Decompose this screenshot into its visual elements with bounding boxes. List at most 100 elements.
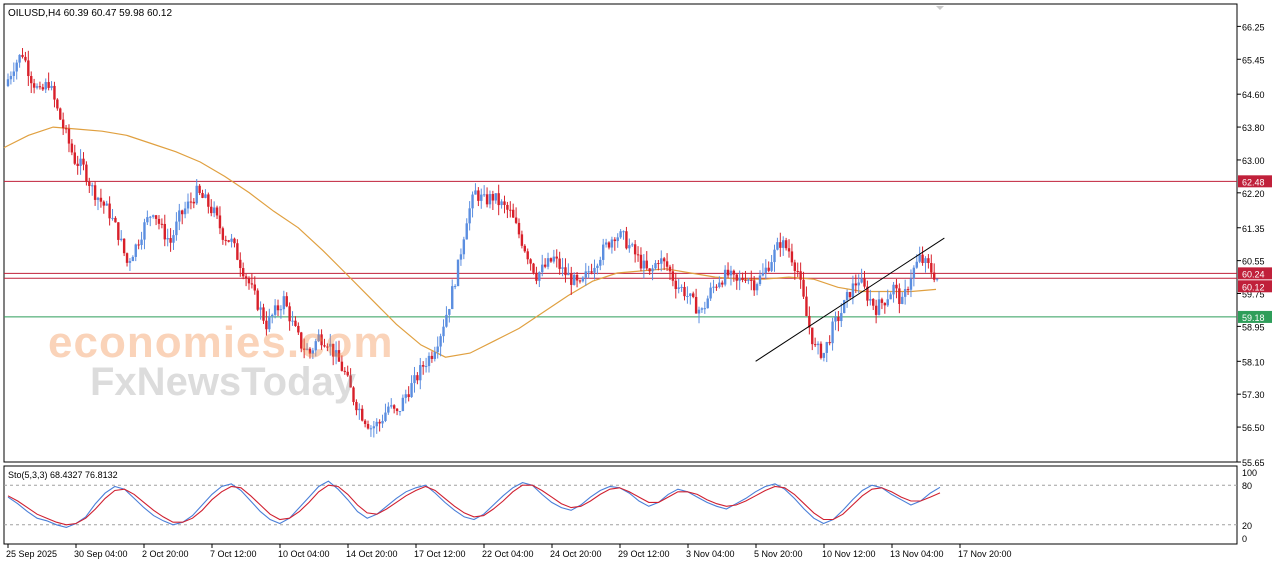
candle-body xyxy=(732,270,736,275)
time-tick-label: 17 Nov 20:00 xyxy=(958,549,1012,559)
chart-shift-icon[interactable] xyxy=(936,6,944,10)
candle-body xyxy=(581,277,585,282)
stochastic-signal-line xyxy=(7,484,941,526)
candle-body xyxy=(593,267,596,273)
candle-body xyxy=(421,365,425,367)
candle-body xyxy=(819,343,823,358)
candle-body xyxy=(244,276,248,279)
candle-body xyxy=(73,152,76,164)
candle-body xyxy=(854,283,858,286)
candle-body xyxy=(866,286,869,301)
candle-body xyxy=(465,223,468,240)
candle-body xyxy=(378,421,381,424)
candle-body xyxy=(718,282,721,288)
stochastic-panel: 100 80 20 0 xyxy=(4,468,1257,544)
candle-body xyxy=(529,259,532,264)
candle-body xyxy=(53,85,56,100)
candle-body xyxy=(674,280,677,289)
candle-body xyxy=(697,309,701,314)
candle-body xyxy=(599,259,602,266)
candle-body xyxy=(729,270,733,276)
candle-body xyxy=(543,264,547,267)
candle-body xyxy=(207,194,210,207)
candle-body xyxy=(584,271,587,278)
candle-body xyxy=(314,341,317,351)
candle-body xyxy=(253,284,256,291)
candle-body xyxy=(282,296,286,310)
candle-body xyxy=(921,254,924,263)
candle-body xyxy=(625,231,628,249)
candle-body xyxy=(596,265,599,268)
candle-body xyxy=(526,251,529,260)
candle-body xyxy=(686,295,689,297)
candle-body xyxy=(886,299,889,306)
candle-body xyxy=(111,217,114,219)
candle-body xyxy=(825,342,828,353)
candle-body xyxy=(578,280,582,282)
time-tick-label: 3 Nov 04:00 xyxy=(686,549,735,559)
candle-body xyxy=(230,238,233,242)
candle-body xyxy=(642,260,646,269)
candle-body xyxy=(120,238,123,240)
candle-body xyxy=(912,267,916,279)
candles-layer xyxy=(6,48,939,438)
candle-body xyxy=(276,305,280,311)
candle-body xyxy=(474,190,477,195)
candle-body xyxy=(140,239,143,246)
candle-body xyxy=(401,397,405,411)
candle-body xyxy=(146,217,149,223)
candle-body xyxy=(340,361,344,371)
candle-body xyxy=(102,201,106,206)
candle-body xyxy=(895,284,898,289)
candle-body xyxy=(279,309,283,311)
candle-body xyxy=(604,242,608,245)
moving-average-layer xyxy=(3,126,937,358)
candle-body xyxy=(416,375,419,381)
price-tick-label: 56.50 xyxy=(1242,423,1265,433)
candle-body xyxy=(721,282,724,285)
candle-body xyxy=(706,298,709,309)
candle-body xyxy=(485,194,489,205)
candle-body xyxy=(265,320,268,330)
candle-body xyxy=(358,408,361,411)
candle-body xyxy=(108,203,111,219)
candle-body xyxy=(500,201,503,206)
price-line-labels: 62.48 60.24 60.12 59.18 xyxy=(1238,175,1272,323)
candle-body xyxy=(462,239,466,255)
candle-body xyxy=(645,260,648,269)
time-tick-label: 29 Oct 12:00 xyxy=(618,549,670,559)
candle-body xyxy=(845,292,849,301)
candle-body xyxy=(523,245,527,252)
candle-body xyxy=(189,201,193,203)
candle-body xyxy=(546,258,550,267)
candle-body xyxy=(163,223,166,240)
candle-body xyxy=(874,305,878,315)
candle-body xyxy=(311,350,315,354)
candle-body xyxy=(131,256,135,262)
candle-body xyxy=(561,267,564,269)
candle-body xyxy=(375,421,378,427)
candle-body xyxy=(802,279,805,297)
candle-body xyxy=(927,258,930,264)
stochastic-tick-label: 0 xyxy=(1242,534,1247,544)
candle-body xyxy=(567,273,570,276)
candle-body xyxy=(387,406,390,413)
candle-body xyxy=(369,428,373,430)
candle-body xyxy=(334,350,338,357)
main-panel-frame xyxy=(3,3,1238,463)
candle-body xyxy=(186,201,190,209)
candle-body xyxy=(88,181,91,186)
candle-body xyxy=(273,305,277,315)
candle-body xyxy=(404,394,407,398)
time-tick-label: 5 Nov 20:00 xyxy=(754,549,803,559)
candle-body xyxy=(494,193,497,201)
candle-body xyxy=(114,217,117,223)
candle-body xyxy=(828,342,831,344)
candle-body xyxy=(883,302,887,306)
candle-body xyxy=(488,194,492,205)
candle-body xyxy=(247,278,251,284)
candle-body xyxy=(169,238,172,243)
candle-body xyxy=(166,238,169,240)
time-tick-label: 24 Oct 20:00 xyxy=(550,549,602,559)
